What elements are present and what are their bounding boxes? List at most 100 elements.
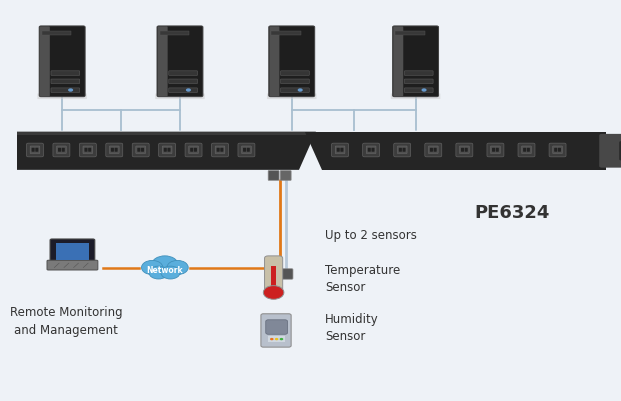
- Circle shape: [167, 261, 188, 275]
- FancyBboxPatch shape: [399, 148, 402, 152]
- FancyBboxPatch shape: [137, 148, 140, 152]
- FancyBboxPatch shape: [88, 148, 91, 152]
- Polygon shape: [17, 132, 316, 136]
- Circle shape: [279, 338, 283, 340]
- FancyBboxPatch shape: [274, 269, 293, 279]
- FancyBboxPatch shape: [394, 144, 410, 158]
- FancyBboxPatch shape: [215, 147, 225, 154]
- FancyBboxPatch shape: [136, 147, 145, 154]
- FancyBboxPatch shape: [58, 148, 61, 152]
- FancyBboxPatch shape: [30, 147, 40, 154]
- FancyBboxPatch shape: [363, 144, 379, 158]
- FancyBboxPatch shape: [242, 147, 252, 154]
- FancyBboxPatch shape: [51, 89, 79, 93]
- FancyBboxPatch shape: [212, 144, 229, 158]
- FancyBboxPatch shape: [518, 144, 535, 158]
- FancyBboxPatch shape: [243, 148, 246, 152]
- FancyBboxPatch shape: [270, 27, 279, 97]
- FancyBboxPatch shape: [115, 148, 117, 152]
- FancyBboxPatch shape: [169, 89, 197, 93]
- FancyBboxPatch shape: [337, 148, 340, 152]
- FancyBboxPatch shape: [160, 32, 189, 36]
- FancyBboxPatch shape: [79, 144, 96, 158]
- Text: Humidity
Sensor: Humidity Sensor: [325, 312, 379, 342]
- FancyBboxPatch shape: [402, 148, 406, 152]
- FancyBboxPatch shape: [164, 148, 167, 152]
- FancyBboxPatch shape: [281, 89, 309, 93]
- FancyBboxPatch shape: [496, 148, 499, 152]
- FancyBboxPatch shape: [238, 144, 255, 158]
- FancyBboxPatch shape: [47, 261, 97, 270]
- FancyBboxPatch shape: [217, 148, 220, 152]
- FancyBboxPatch shape: [185, 144, 202, 158]
- FancyBboxPatch shape: [371, 148, 374, 152]
- FancyBboxPatch shape: [392, 27, 438, 97]
- FancyBboxPatch shape: [396, 32, 425, 36]
- Circle shape: [161, 267, 180, 279]
- FancyBboxPatch shape: [404, 72, 433, 76]
- FancyBboxPatch shape: [51, 72, 79, 76]
- FancyBboxPatch shape: [42, 32, 71, 36]
- FancyBboxPatch shape: [269, 27, 315, 97]
- FancyBboxPatch shape: [56, 243, 89, 261]
- FancyBboxPatch shape: [271, 32, 301, 36]
- Circle shape: [263, 286, 284, 300]
- FancyBboxPatch shape: [461, 148, 464, 152]
- FancyBboxPatch shape: [271, 266, 276, 287]
- FancyBboxPatch shape: [397, 147, 407, 154]
- FancyBboxPatch shape: [168, 148, 171, 152]
- FancyBboxPatch shape: [404, 80, 433, 84]
- FancyBboxPatch shape: [158, 27, 168, 97]
- FancyBboxPatch shape: [266, 320, 288, 334]
- FancyBboxPatch shape: [366, 147, 376, 154]
- FancyBboxPatch shape: [522, 147, 532, 154]
- Text: PE6324: PE6324: [474, 204, 550, 221]
- FancyBboxPatch shape: [37, 94, 87, 100]
- FancyBboxPatch shape: [527, 148, 530, 152]
- FancyBboxPatch shape: [619, 142, 621, 161]
- FancyBboxPatch shape: [281, 80, 309, 84]
- FancyBboxPatch shape: [599, 135, 621, 168]
- Polygon shape: [305, 132, 606, 170]
- FancyBboxPatch shape: [368, 148, 371, 152]
- FancyBboxPatch shape: [340, 148, 343, 152]
- FancyBboxPatch shape: [491, 147, 501, 154]
- FancyBboxPatch shape: [141, 148, 144, 152]
- FancyBboxPatch shape: [247, 148, 250, 152]
- FancyBboxPatch shape: [194, 148, 197, 152]
- Circle shape: [186, 89, 191, 93]
- FancyBboxPatch shape: [109, 147, 119, 154]
- Circle shape: [297, 89, 302, 93]
- Text: Temperature
Sensor: Temperature Sensor: [325, 264, 400, 294]
- Circle shape: [68, 89, 73, 93]
- FancyBboxPatch shape: [261, 314, 291, 347]
- FancyBboxPatch shape: [132, 144, 149, 158]
- Circle shape: [275, 338, 278, 340]
- FancyBboxPatch shape: [57, 147, 66, 154]
- Text: Up to 2 sensors: Up to 2 sensors: [325, 228, 417, 241]
- FancyBboxPatch shape: [391, 94, 440, 100]
- FancyBboxPatch shape: [549, 144, 566, 158]
- FancyBboxPatch shape: [558, 148, 561, 152]
- FancyBboxPatch shape: [189, 147, 199, 154]
- FancyBboxPatch shape: [404, 89, 433, 93]
- FancyBboxPatch shape: [159, 144, 176, 158]
- FancyBboxPatch shape: [169, 72, 197, 76]
- Circle shape: [152, 256, 178, 274]
- FancyBboxPatch shape: [465, 148, 468, 152]
- FancyBboxPatch shape: [27, 144, 43, 158]
- FancyBboxPatch shape: [83, 147, 93, 154]
- FancyBboxPatch shape: [39, 27, 85, 97]
- FancyBboxPatch shape: [430, 148, 433, 152]
- Circle shape: [149, 267, 168, 279]
- FancyBboxPatch shape: [280, 171, 291, 181]
- FancyBboxPatch shape: [162, 147, 172, 154]
- Circle shape: [142, 261, 163, 275]
- FancyBboxPatch shape: [523, 148, 526, 152]
- FancyBboxPatch shape: [111, 148, 114, 152]
- Circle shape: [270, 338, 274, 340]
- Text: Remote Monitoring
and Management: Remote Monitoring and Management: [10, 305, 123, 336]
- FancyBboxPatch shape: [553, 147, 563, 154]
- FancyBboxPatch shape: [268, 336, 285, 342]
- FancyBboxPatch shape: [425, 144, 442, 158]
